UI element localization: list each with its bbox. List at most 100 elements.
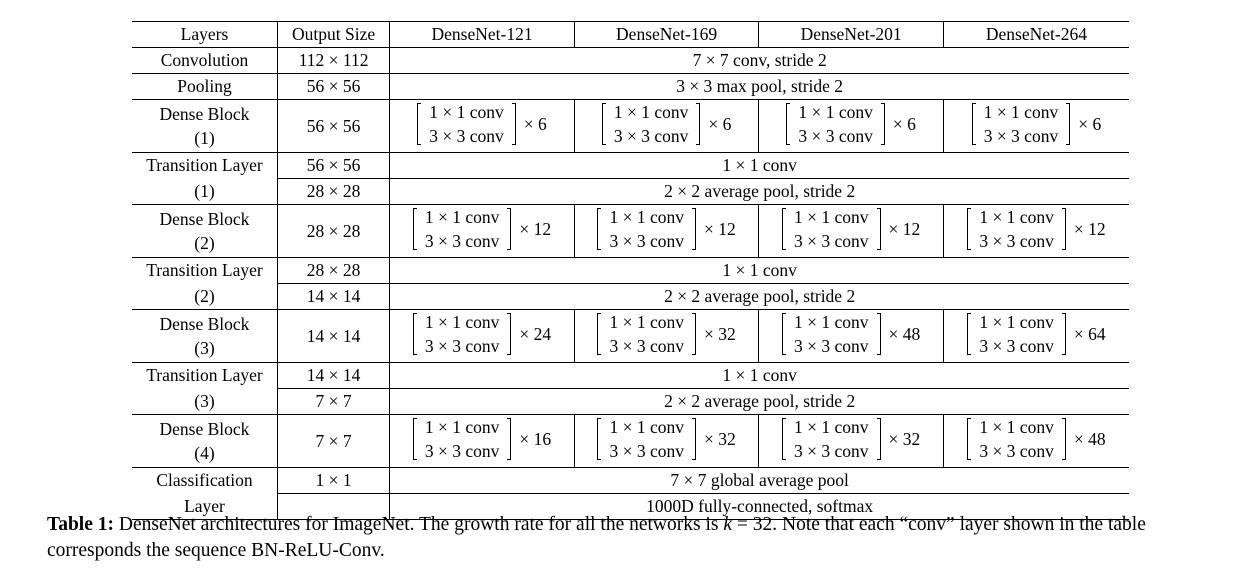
output-size: 28 × 28	[277, 257, 391, 284]
conv-1x1: 1 × 1 conv	[609, 417, 684, 437]
left-bracket	[601, 103, 606, 145]
repeat-count: × 6	[708, 113, 732, 134]
layer-spec: 1 × 1 conv	[389, 362, 1129, 389]
output-size: 112 × 112	[277, 47, 391, 74]
row-transition-3a: Transition Layer 14 × 14 1 × 1 conv	[132, 362, 1129, 389]
dense-block-cell: 1 × 1 conv 3 × 3 conv × 12	[758, 204, 944, 258]
repeat-count: × 48	[1073, 428, 1106, 449]
layer-name: Dense Block (1)	[132, 99, 278, 153]
header-densenet-121: DenseNet-121	[389, 21, 575, 48]
dense-block-cell: 1 × 1 conv 3 × 3 conv × 6	[758, 99, 944, 153]
right-bracket	[1061, 313, 1066, 355]
layer-spec: 2 × 2 average pool, stride 2	[389, 388, 1129, 415]
conv-3x3: 3 × 3 conv	[794, 231, 869, 251]
left-bracket	[597, 313, 602, 355]
conv-3x3: 3 × 3 conv	[424, 231, 500, 251]
layer-index: (1)	[194, 128, 215, 148]
row-transition-1b: (1) 28 × 28 2 × 2 average pool, stride 2	[132, 178, 1129, 205]
conv-3x3: 3 × 3 conv	[613, 126, 689, 146]
left-bracket	[786, 103, 791, 145]
repeat-count: × 6	[892, 113, 916, 134]
conv-1x1: 1 × 1 conv	[979, 312, 1054, 332]
conv-3x3: 3 × 3 conv	[983, 126, 1059, 146]
layer-spec: 1 × 1 conv	[389, 257, 1129, 284]
repeat-count: × 6	[1078, 113, 1102, 134]
right-bracket	[507, 313, 512, 355]
dense-block-cell: 1 × 1 conv 3 × 3 conv × 48	[758, 309, 944, 363]
row-dense-block-4: Dense Block (4) 7 × 7 1 × 1 conv 3 × 3 conv ×…	[132, 414, 1129, 468]
conv-block: 1 × 1 conv 3 × 3 conv × 6	[417, 100, 547, 148]
conv-block: 1 × 1 conv 3 × 3 conv × 64	[967, 310, 1106, 358]
repeat-count: × 12	[519, 218, 552, 239]
output-size: 56 × 56	[277, 73, 391, 100]
conv-stack: 1 × 1 conv 3 × 3 conv	[425, 205, 500, 253]
output-size: 14 × 14	[277, 362, 391, 389]
dense-block-cell: 1 × 1 conv 3 × 3 conv × 24	[389, 309, 575, 363]
right-bracket	[511, 103, 516, 145]
output-size: 56 × 56	[277, 152, 391, 179]
growth-rate-symbol: k	[723, 514, 732, 535]
row-classification-b: Layer 1000D fully-connected, softmax	[132, 493, 1129, 520]
output-size: 7 × 7	[277, 388, 391, 415]
right-bracket	[876, 208, 881, 250]
output-size: 56 × 56	[277, 99, 391, 153]
caption-text: DenseNet architectures for ImageNet. The…	[118, 514, 719, 535]
conv-block: 1 × 1 conv 3 × 3 conv × 32	[597, 310, 736, 358]
header-output-size: Output Size	[277, 21, 391, 48]
conv-stack: 1 × 1 conv 3 × 3 conv	[425, 310, 500, 358]
conv-stack: 1 × 1 conv 3 × 3 conv	[429, 100, 504, 148]
layer-spec: 7 × 7 global average pool	[389, 467, 1129, 494]
caption-text-rest: = 32. Note that each “conv” layer shown …	[47, 514, 1146, 561]
left-bracket	[412, 313, 417, 355]
dense-block-cell: 1 × 1 conv 3 × 3 conv × 64	[943, 309, 1129, 363]
conv-3x3: 3 × 3 conv	[979, 231, 1054, 251]
conv-1x1: 1 × 1 conv	[798, 102, 873, 122]
table-caption: Table 1: DenseNet architectures for Imag…	[47, 512, 1237, 564]
dense-block-cell: 1 × 1 conv 3 × 3 conv × 32	[574, 414, 760, 468]
layer-index: (2)	[132, 283, 278, 310]
layer-name: Pooling	[132, 73, 278, 100]
right-bracket	[691, 313, 696, 355]
right-bracket	[1061, 208, 1066, 250]
conv-stack: 1 × 1 conv 3 × 3 conv	[979, 205, 1054, 253]
conv-1x1: 1 × 1 conv	[794, 207, 869, 227]
conv-3x3: 3 × 3 conv	[424, 336, 500, 356]
header-densenet-264: DenseNet-264	[943, 21, 1129, 48]
conv-1x1: 1 × 1 conv	[979, 417, 1054, 437]
layer-spec: 2 × 2 average pool, stride 2	[389, 283, 1129, 310]
dense-block-cell: 1 × 1 conv 3 × 3 conv × 12	[389, 204, 575, 258]
conv-stack: 1 × 1 conv 3 × 3 conv	[794, 415, 869, 463]
output-size: 28 × 28	[277, 204, 391, 258]
dense-block-cell: 1 × 1 conv 3 × 3 conv × 6	[943, 99, 1129, 153]
caption-label: Table 1:	[47, 514, 115, 535]
right-bracket	[1066, 103, 1071, 145]
repeat-count: × 48	[888, 323, 921, 344]
layer-spec: 1000D fully-connected, softmax	[389, 493, 1129, 520]
conv-stack: 1 × 1 conv 3 × 3 conv	[798, 100, 873, 148]
dense-block-cell: 1 × 1 conv 3 × 3 conv × 12	[943, 204, 1129, 258]
left-bracket	[412, 208, 417, 250]
conv-block: 1 × 1 conv 3 × 3 conv × 32	[597, 415, 736, 463]
conv-3x3: 3 × 3 conv	[798, 126, 873, 146]
repeat-count: × 32	[703, 323, 736, 344]
row-transition-3b: (3) 7 × 7 2 × 2 average pool, stride 2	[132, 388, 1129, 415]
conv-block: 1 × 1 conv 3 × 3 conv × 6	[601, 100, 732, 148]
layer-name: Transition Layer	[132, 257, 278, 284]
repeat-count: × 32	[703, 428, 736, 449]
repeat-count: × 6	[523, 113, 547, 134]
layer-index: (3)	[132, 388, 278, 415]
row-transition-1a: Transition Layer 56 × 56 1 × 1 conv	[132, 152, 1129, 179]
layer-name: Transition Layer	[132, 362, 278, 389]
repeat-count: × 16	[519, 428, 552, 449]
conv-3x3: 3 × 3 conv	[794, 441, 869, 461]
conv-block: 1 × 1 conv 3 × 3 conv × 48	[967, 415, 1106, 463]
conv-1x1: 1 × 1 conv	[429, 102, 504, 122]
left-bracket	[971, 103, 976, 145]
repeat-count: × 64	[1073, 323, 1106, 344]
output-size: 14 × 14	[277, 283, 391, 310]
conv-3x3: 3 × 3 conv	[609, 336, 684, 356]
left-bracket	[597, 208, 602, 250]
conv-block: 1 × 1 conv 3 × 3 conv × 6	[786, 100, 916, 148]
left-bracket	[967, 418, 972, 460]
output-size	[277, 493, 391, 520]
